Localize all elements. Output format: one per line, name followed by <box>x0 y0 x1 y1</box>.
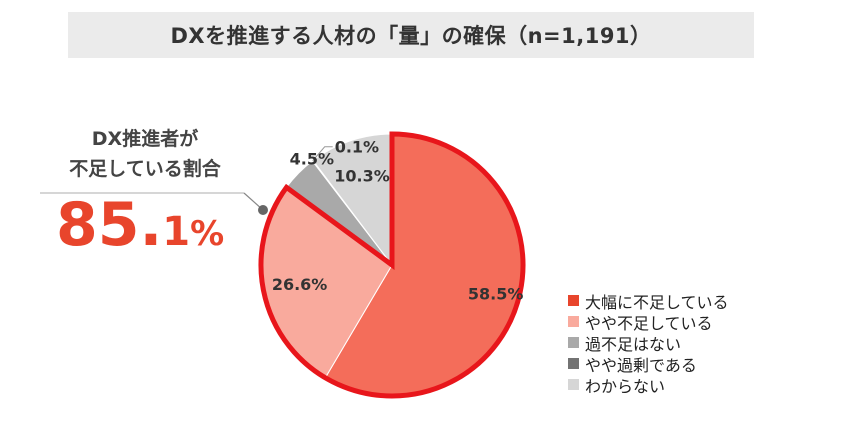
legend-swatch <box>568 316 579 327</box>
callout-value: 85.1% <box>56 190 224 260</box>
slice-label-kafusoku-nashi: 4.5% <box>290 150 334 169</box>
legend-label: 過不足はない <box>585 334 682 354</box>
legend-item: 過不足はない <box>568 332 729 354</box>
slice-label-yaya-kajou: 0.1% <box>335 138 379 157</box>
legend-swatch <box>568 337 579 348</box>
legend-swatch <box>568 358 579 369</box>
legend-label: やや不足している <box>585 313 713 333</box>
callout-value-dec: 1 <box>162 209 191 255</box>
legend-swatch <box>568 379 579 390</box>
slice-label-taihaba-fusoku: 58.5% <box>468 284 524 303</box>
callout-label-line2: 不足している割合 <box>69 158 221 180</box>
chart-title: DXを推進する人材の「量」の確保（n=1,191） <box>170 24 652 48</box>
legend-swatch <box>568 295 579 306</box>
callout-label-line1: DX推進者が <box>91 128 199 150</box>
legend-label: やや過剰である <box>585 355 697 375</box>
callout-value-int: 85. <box>56 190 163 260</box>
legend-item: やや不足している <box>568 311 729 333</box>
callout-label: DX推進者が 不足している割合 <box>20 124 270 184</box>
legend-label: 大幅に不足している <box>585 292 729 312</box>
shortage-highlight-outline <box>258 131 526 399</box>
legend: 大幅に不足している やや不足している 過不足はない やや過剰である わからない <box>568 290 729 396</box>
leader-line-yaya-kajou <box>312 146 333 162</box>
slice-label-wakaranai: 10.3% <box>334 167 390 186</box>
callout-value-pct: % <box>190 214 225 254</box>
title-bar: DXを推進する人材の「量」の確保（n=1,191） <box>68 12 754 58</box>
legend-item: 大幅に不足している <box>568 290 729 312</box>
legend-item: わからない <box>568 374 729 396</box>
legend-label: わからない <box>585 376 666 396</box>
legend-item: やや過剰である <box>568 353 729 375</box>
slice-label-yaya-fusoku: 26.6% <box>272 275 328 294</box>
callout-leader-line <box>40 192 268 215</box>
